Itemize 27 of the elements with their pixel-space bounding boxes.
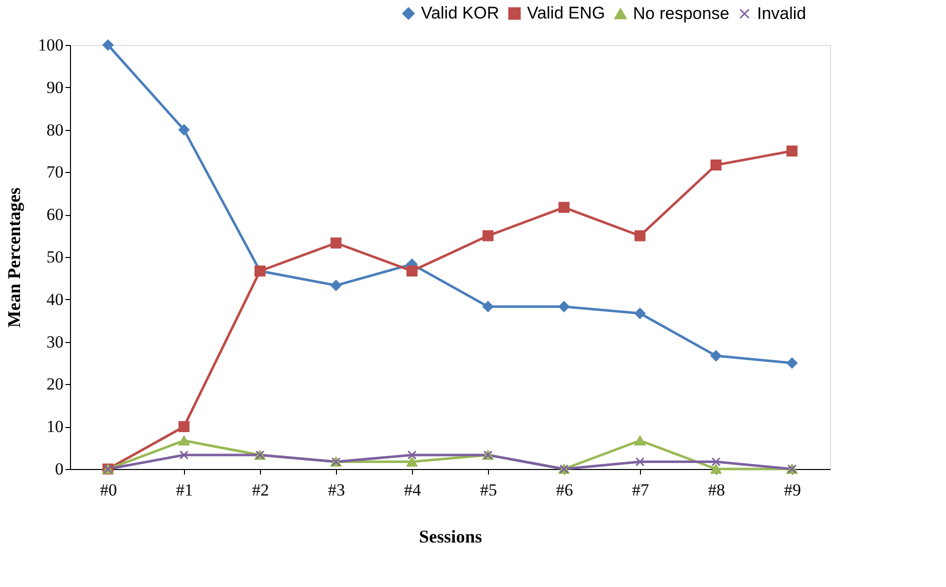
- legend-label: Valid ENG: [527, 4, 606, 23]
- x-tick-label: #0: [100, 480, 117, 500]
- y-tick-label: 100: [38, 36, 64, 54]
- y-tick-label: 30: [46, 332, 64, 352]
- y-tick-label: 70: [46, 162, 64, 182]
- x-tick-label: #4: [404, 480, 422, 500]
- legend-label: Valid KOR: [421, 4, 500, 23]
- x-axis-title: Sessions: [418, 526, 482, 546]
- y-tick-label: 60: [46, 205, 64, 224]
- x-tick-label: #1: [176, 480, 193, 500]
- y-tick-label: 80: [46, 120, 64, 140]
- x-tick-label: #6: [556, 480, 573, 500]
- y-tick-label: 10: [46, 417, 64, 436]
- legend-label: Invalid: [757, 4, 806, 23]
- y-axis-title: Mean Percentages: [4, 187, 24, 328]
- y-tick-label: 20: [46, 374, 64, 394]
- x-tick-label: #8: [708, 480, 725, 500]
- y-tick-label: 40: [46, 290, 64, 309]
- x-tick-label: #9: [784, 480, 801, 500]
- x-tick-label: #5: [480, 480, 497, 500]
- x-tick-label: #3: [328, 480, 345, 500]
- y-tick-label: 90: [46, 78, 64, 97]
- y-tick-label: 50: [46, 248, 64, 266]
- legend-label: No response: [633, 4, 730, 23]
- x-tick-label: #7: [632, 480, 650, 500]
- y-tick-label: 0: [55, 460, 64, 478]
- x-tick-label: #2: [252, 480, 269, 500]
